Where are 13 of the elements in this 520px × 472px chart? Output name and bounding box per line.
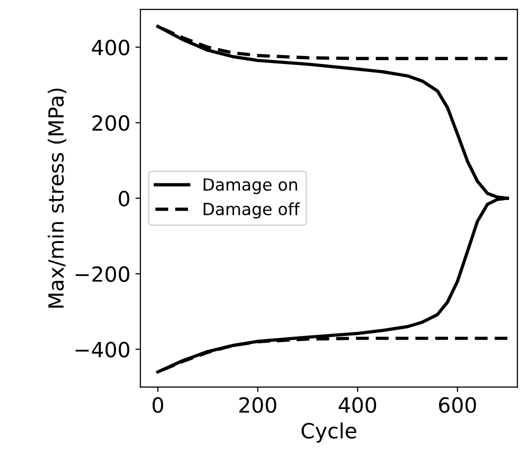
y-tick-label: 200 [92,115,130,131]
x-tick-label: 600 [439,397,476,413]
y-tick-label: 0 [118,190,130,206]
y-axis-title: Max/min stress (MPa) [48,88,66,308]
y-tick-label: 400 [92,40,130,56]
x-axis-title: Cycle [302,422,356,443]
x-tick-label: 400 [338,397,376,413]
legend-label: Damage off [204,202,300,219]
x-tick-label: 0 [152,397,164,413]
x-tick-label: 200 [239,397,276,413]
legend-label: Damage on [204,178,298,194]
y-tick-label: −200 [76,266,130,282]
y-tick-label: −400 [76,342,130,358]
